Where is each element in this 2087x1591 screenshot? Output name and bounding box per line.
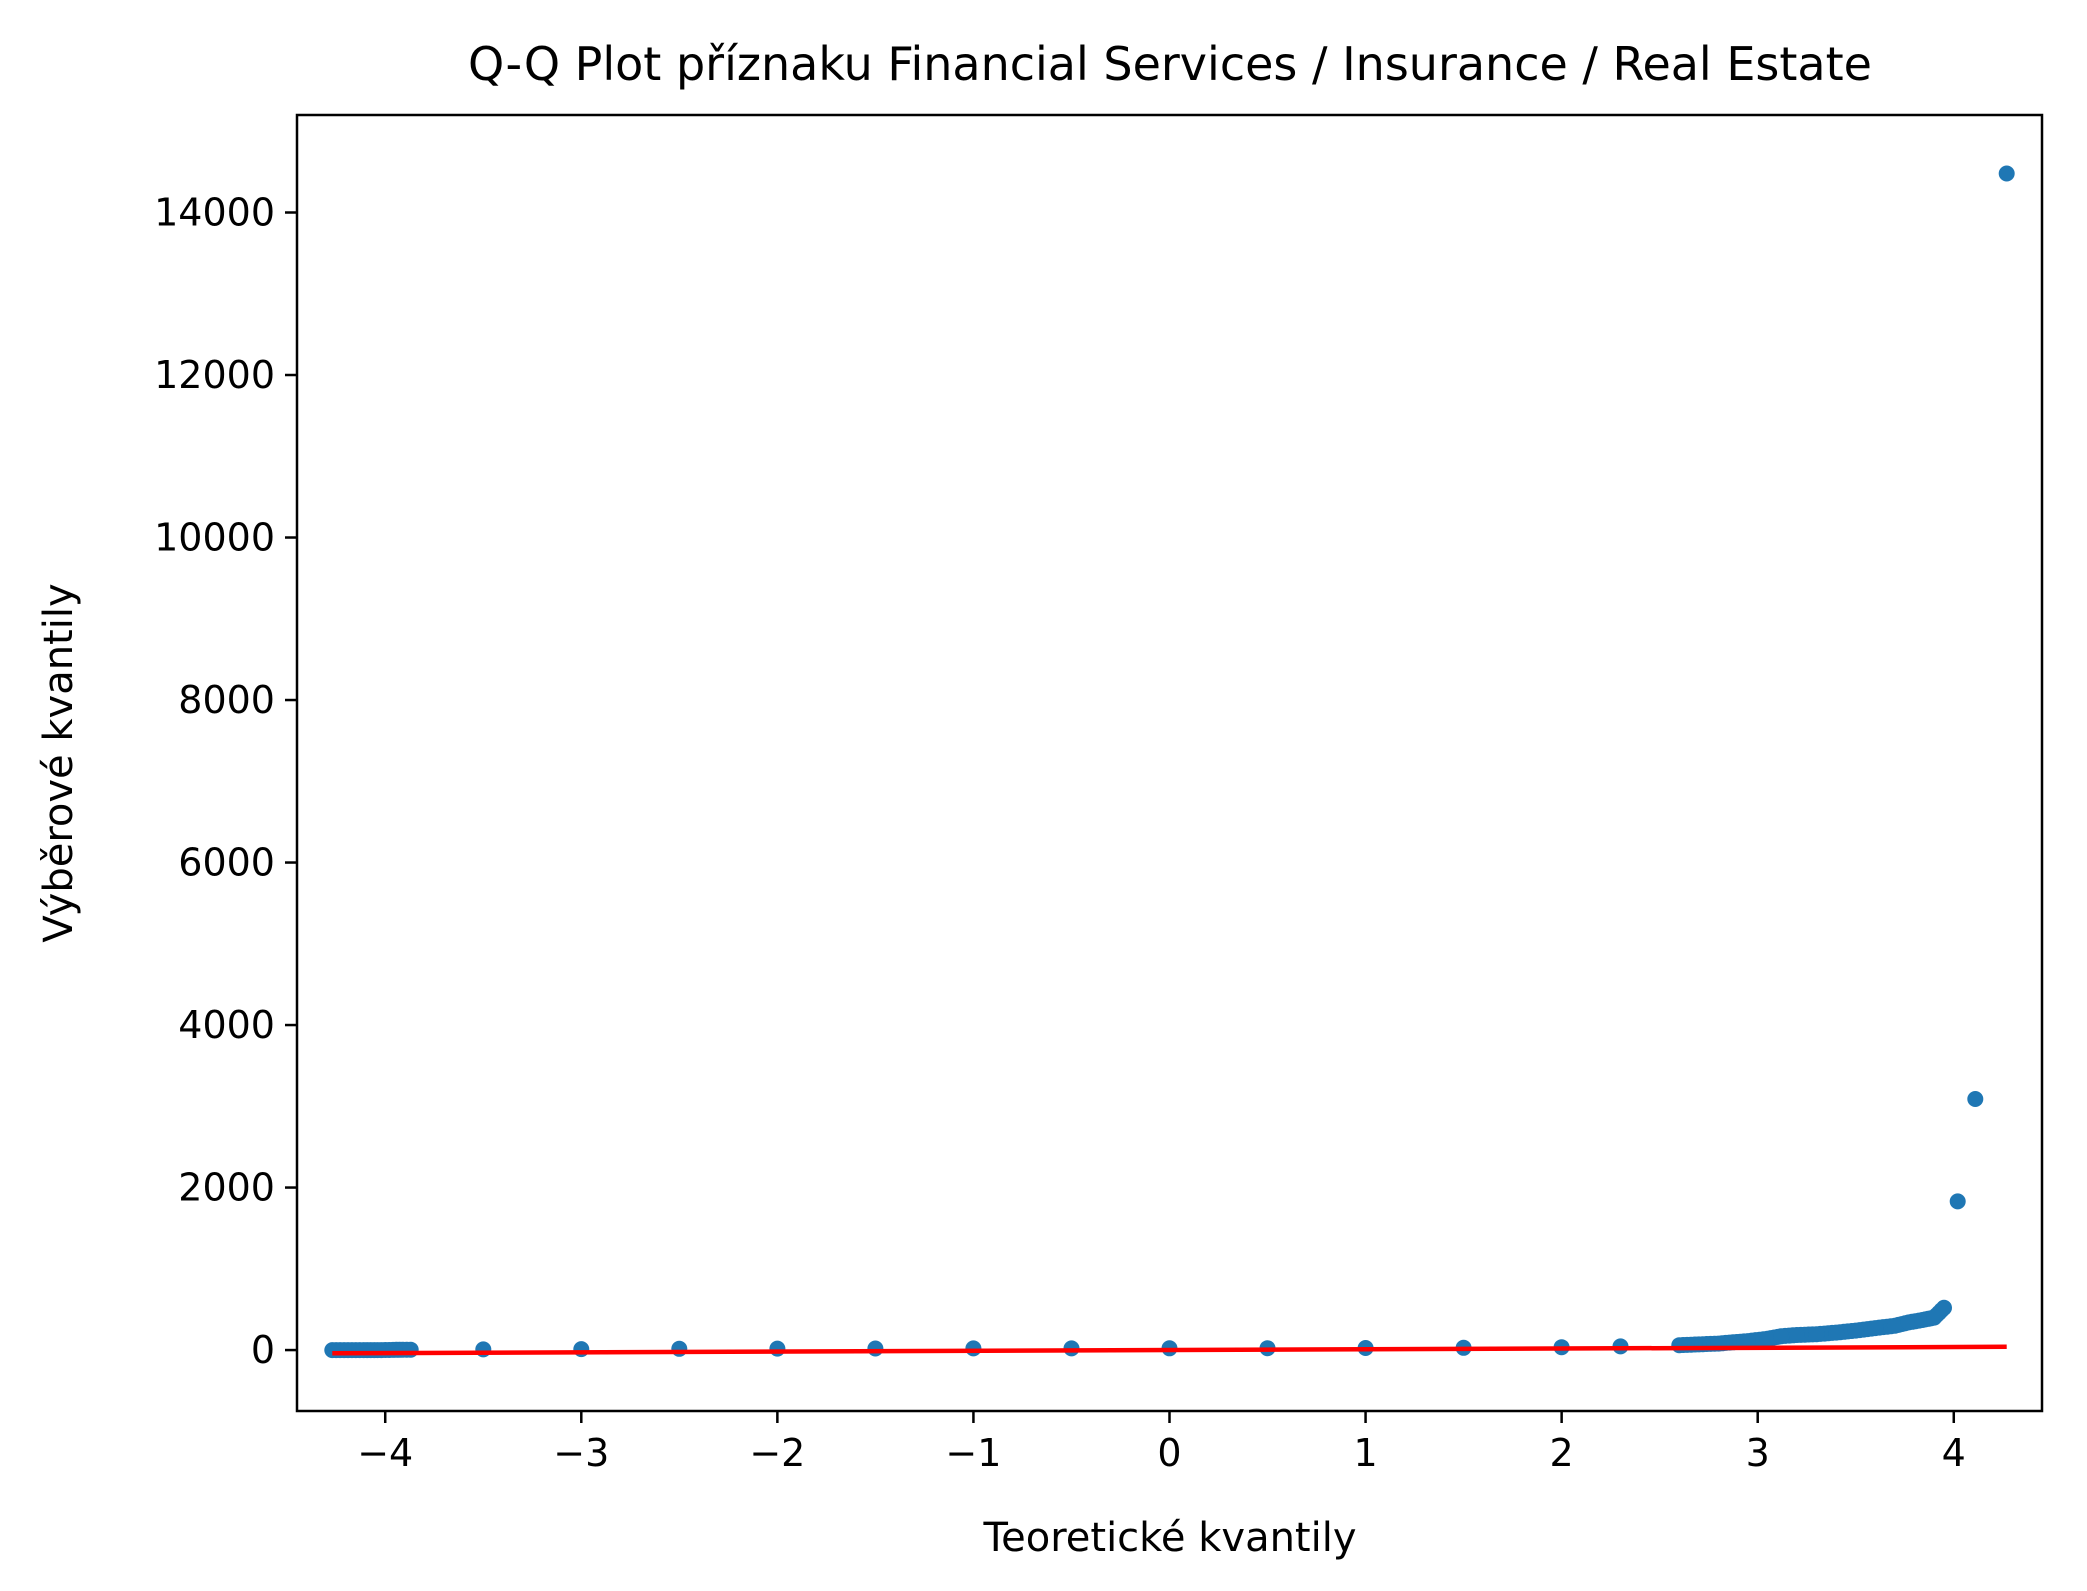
- data-point: [1808, 1326, 1825, 1343]
- x-tick-label: 1: [1353, 1431, 1377, 1475]
- data-point: [1967, 1091, 1984, 1107]
- x-axis-ticks: −4 −3 −2 −1 0 1 2 3 4: [357, 1411, 1966, 1475]
- x-tick-label: −3: [553, 1431, 609, 1475]
- x-tick-label: −2: [749, 1431, 805, 1475]
- data-point: [1828, 1324, 1845, 1341]
- data-point: [867, 1340, 884, 1357]
- x-tick-label: 4: [1942, 1431, 1966, 1475]
- data-point: [402, 1341, 419, 1358]
- y-tick-label: 12000: [154, 353, 275, 397]
- data-point: [1847, 1322, 1864, 1339]
- chart-title: Q-Q Plot příznaku Financial Services / I…: [468, 37, 1872, 91]
- data-point: [475, 1341, 492, 1358]
- y-tick-label: 4000: [178, 1003, 275, 1047]
- data-point: [1949, 1193, 1966, 1210]
- data-point: [1926, 1309, 1943, 1326]
- y-tick-label: 10000: [154, 516, 275, 560]
- data-point: [1671, 1337, 1688, 1354]
- data-point: [355, 1342, 372, 1359]
- y-tick-label: 8000: [178, 678, 275, 722]
- data-point: [1886, 1317, 1903, 1334]
- data-point: [769, 1340, 786, 1357]
- data-point: [1936, 1299, 1952, 1316]
- x-axis-label: Teoretické kvantily: [982, 1515, 1356, 1561]
- x-tick-label: −1: [945, 1431, 1001, 1475]
- x-tick-label: 3: [1746, 1431, 1770, 1475]
- x-tick-label: 0: [1157, 1431, 1181, 1475]
- fit-line: [332, 1344, 2007, 1356]
- fit-line-layer: [332, 1344, 2007, 1356]
- y-axis-ticks: 0 2000 4000 6000 8000 10000 12000 14000: [154, 191, 297, 1372]
- data-point: [671, 1340, 688, 1357]
- data-point: [965, 1340, 982, 1357]
- x-tick-label: −4: [357, 1431, 413, 1475]
- y-tick-label: 14000: [154, 191, 275, 235]
- data-point: [1773, 1328, 1790, 1345]
- data-point: [1739, 1333, 1756, 1350]
- data-point: [1900, 1314, 1917, 1331]
- data-point: [1998, 165, 2015, 182]
- data-point: [573, 1341, 590, 1358]
- y-axis-label: Výběrové kvantily: [36, 583, 82, 942]
- y-tick-label: 2000: [178, 1166, 275, 1210]
- data-point: [324, 1342, 341, 1359]
- y-tick-label: 6000: [178, 841, 275, 885]
- data-point: [1788, 1327, 1805, 1343]
- y-tick-label: 0: [251, 1328, 275, 1372]
- x-tick-label: 2: [1550, 1431, 1574, 1475]
- data-point: [1759, 1330, 1776, 1347]
- data-point: [1867, 1320, 1884, 1337]
